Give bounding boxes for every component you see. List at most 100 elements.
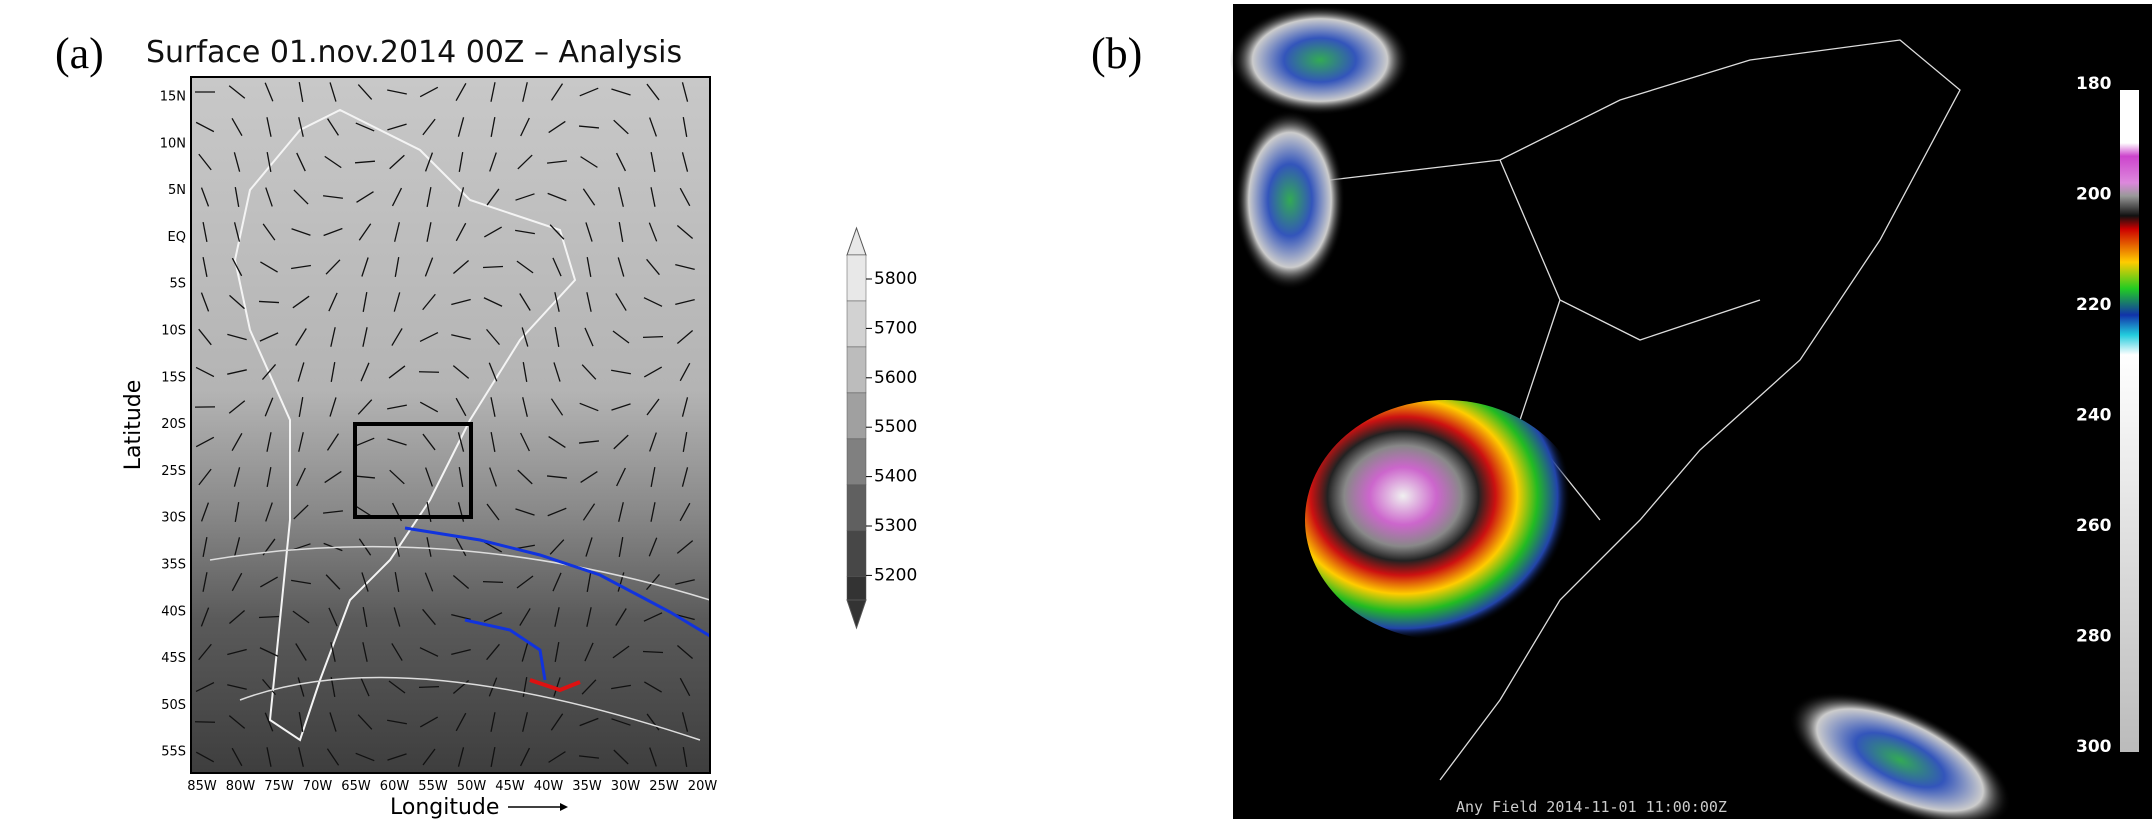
panel-label: (b) [1091, 29, 1142, 78]
wind-arrow [457, 432, 465, 452]
colorbar-tick-label: 280 [2076, 627, 2112, 647]
wind-arrow [643, 612, 663, 622]
wind-arrow [617, 257, 625, 277]
wind-arrow [200, 502, 210, 522]
wind-arrow [322, 195, 344, 199]
wind-arrow [681, 152, 689, 172]
wind-arrow [549, 539, 565, 555]
wind-arrow [547, 192, 567, 202]
wind-arrow [324, 470, 342, 484]
colorbar-band [846, 300, 867, 348]
wind-arrow [585, 537, 593, 557]
wind-arrow [355, 437, 375, 447]
lat-tick-label: 10N [160, 136, 186, 151]
wind-arrow [298, 82, 304, 102]
wind-arrow [646, 258, 660, 276]
wind-arrow [483, 297, 503, 307]
wind-arrow [233, 152, 241, 172]
wind-arrow [611, 88, 631, 96]
wind-arrow [581, 679, 597, 695]
wind-arrow [387, 719, 407, 725]
wind-arrow [644, 681, 662, 693]
lon-tick-label: 85W [187, 779, 217, 794]
lon-tick-label: 55W [418, 779, 448, 794]
wind-arrow [552, 572, 562, 592]
wind-arrow [679, 502, 691, 522]
wind-arrow [394, 222, 400, 242]
wind-arrow [650, 152, 656, 172]
lat-tick-label: 20S [161, 417, 186, 432]
wind-arrow [675, 613, 695, 621]
wind-arrow [357, 714, 373, 730]
wind-arrow [391, 328, 403, 346]
lon-tick-label: 40W [534, 779, 564, 794]
wind-arrow [198, 643, 212, 661]
wind-arrow [482, 265, 504, 269]
wind-arrow [227, 648, 247, 656]
wind-arrow [554, 292, 560, 312]
wind-arrow [646, 398, 660, 416]
wind-arrow [522, 712, 528, 732]
wind-arrow [362, 607, 368, 627]
wind-arrow [643, 297, 663, 307]
wind-arrow [231, 117, 243, 137]
wind-arrow [649, 747, 657, 767]
wind-arrow [519, 747, 531, 767]
wind-arrow [676, 225, 694, 239]
wind-arrow [296, 152, 306, 172]
wind-arrow [362, 327, 368, 347]
wind-arrow [298, 712, 304, 732]
wind-arrow [228, 400, 246, 414]
wind-arrow [682, 117, 688, 137]
lon-tick-label: 35W [572, 779, 602, 794]
colorbar-ticks: 180 200 220 240 260 280 300 [2076, 74, 2112, 757]
wind-arrow [231, 572, 243, 592]
wind-arrow [231, 432, 243, 452]
wind-arrow [231, 257, 243, 277]
wind-arrow [419, 86, 439, 98]
wind-arrow [679, 362, 691, 382]
wind-arrow [355, 752, 375, 762]
wind-arrow [515, 508, 535, 516]
wind-arrow [451, 613, 471, 621]
wind-arrow [389, 154, 405, 170]
isobars [209, 545, 710, 741]
wind-arrow [615, 293, 627, 311]
wind-arrow [579, 402, 599, 412]
wind-arrow [202, 572, 208, 592]
wind-arrow [676, 540, 694, 554]
wind-arrow [361, 257, 369, 277]
wind-arrow [649, 117, 657, 137]
wind-arrow [457, 187, 465, 207]
cold-front [404, 526, 710, 638]
wind-arrow [327, 118, 339, 136]
wind-arrow [419, 401, 439, 413]
wind-arrow [554, 642, 560, 662]
wind-arrow [291, 228, 311, 236]
wind-arrow [328, 292, 338, 312]
wind-arrow [261, 364, 277, 380]
wind-arrow [650, 467, 656, 487]
wind-arrow [362, 292, 368, 312]
wind-arrow [198, 328, 212, 346]
wind-arrow [681, 397, 689, 417]
wind-arrow [612, 330, 630, 344]
wind-arrow [584, 642, 594, 662]
wind-arrow [266, 467, 272, 487]
wind-arrow [613, 434, 629, 450]
wind-arrow [202, 222, 208, 242]
wind-arrow [295, 643, 307, 661]
wind-arrow [517, 154, 533, 170]
wind-arrow [195, 436, 215, 448]
wind-arrow [295, 328, 307, 346]
wind-arrow [389, 469, 405, 485]
wind-arrow [419, 647, 439, 657]
wind-arrow [675, 263, 695, 271]
wind-arrow [586, 607, 592, 627]
wind-arrow [425, 467, 433, 487]
wind-arrow [582, 503, 596, 521]
wind-arrow [422, 118, 436, 136]
wind-arrow [676, 330, 694, 344]
wind-arrow [323, 227, 343, 237]
wind-arrow [489, 467, 497, 487]
